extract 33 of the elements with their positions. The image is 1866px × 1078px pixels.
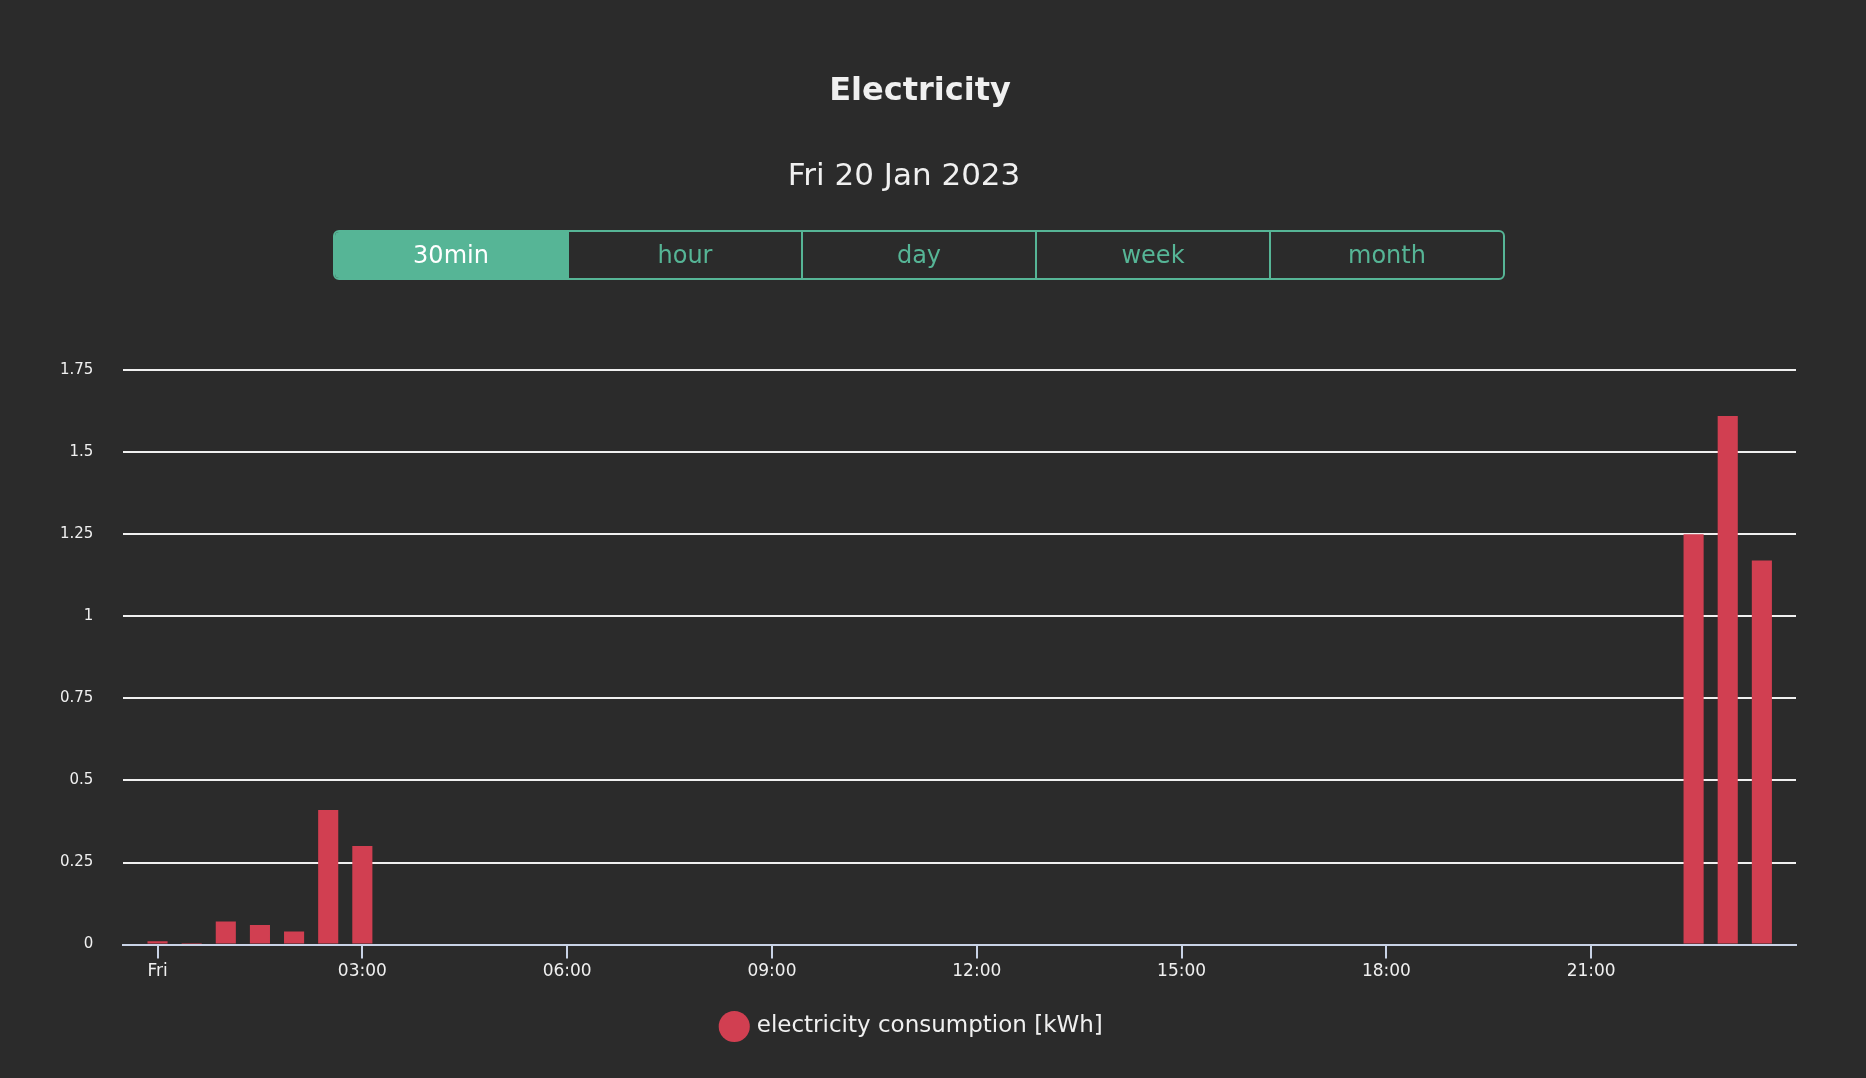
bar (1683, 534, 1704, 944)
bar (1751, 560, 1772, 944)
y-tick-label: 0 (83, 934, 94, 953)
x-tick-label: 09:00 (747, 960, 797, 981)
y-tick-label: 0.75 (59, 688, 94, 707)
y-tick-label: 0.5 (69, 770, 94, 789)
bar (249, 924, 270, 944)
y-tick-label: 1 (83, 606, 94, 625)
x-tick-label: 03:00 (337, 960, 387, 981)
y-tick-label: 1.25 (59, 524, 94, 543)
text: hour (567, 232, 801, 278)
text: week (1035, 232, 1269, 278)
text: month (1269, 232, 1503, 278)
chart-title: Electricity (828, 70, 1012, 108)
y-tick-label: 1.5 (69, 441, 94, 460)
bar (352, 846, 373, 944)
bar (147, 941, 168, 944)
x-tick-label: 18:00 (1361, 960, 1411, 981)
x-tick-label: 06:00 (542, 960, 592, 981)
text: 30min (335, 232, 567, 278)
x-tick-label: 15:00 (1157, 960, 1207, 981)
bar (284, 931, 305, 944)
bar (318, 809, 339, 944)
bar (1717, 415, 1738, 944)
y-tick-label: 1.75 (59, 359, 94, 378)
bar (215, 921, 236, 944)
x-tick-label: 12:00 (952, 960, 1002, 981)
y-tick-label: 0.25 (59, 852, 94, 871)
text: day (801, 232, 1035, 278)
x-tick-label: 21:00 (1566, 960, 1616, 981)
x-tick-label: Fri (147, 960, 168, 981)
chart-subtitle: Fri 20 Jan 2023 (786, 156, 1022, 192)
legend-label: electricity consumption [kWh] (756, 1011, 1103, 1038)
